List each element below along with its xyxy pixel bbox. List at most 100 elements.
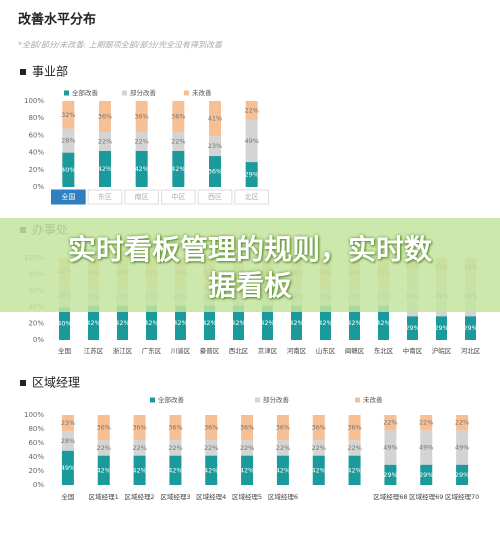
value-label: 36% — [97, 424, 111, 432]
value-label: 42% — [97, 466, 111, 474]
category-button[interactable] — [87, 189, 123, 205]
bar-segment — [384, 464, 397, 485]
value-label: 29% — [455, 471, 469, 479]
value-label: 49% — [383, 444, 397, 452]
value-label: 42% — [144, 319, 158, 327]
bar-segment — [245, 101, 258, 120]
bar-segment — [172, 101, 185, 132]
bar-segment — [175, 305, 186, 340]
bar-segment — [59, 307, 70, 340]
x-tick-label: 区域经理4 — [196, 492, 226, 501]
value-label: 42% — [98, 165, 112, 173]
value-label: 22% — [134, 137, 148, 145]
bar-segment — [62, 152, 75, 187]
value-label: 49% — [244, 137, 258, 145]
bar-segment — [312, 455, 325, 485]
category-button[interactable] — [197, 189, 233, 205]
bar-segment — [61, 450, 74, 485]
bar-segment — [99, 101, 111, 132]
bar-segment — [61, 431, 74, 451]
y-tick-label: 0% — [33, 183, 44, 191]
banner-text: 实时看板管理的规则，实时数据看板 — [67, 233, 432, 302]
category-button[interactable] — [124, 189, 160, 205]
bar-segment — [209, 101, 221, 137]
value-label: 36% — [312, 424, 326, 432]
category-label[interactable]: 北区 — [245, 193, 259, 201]
legend-swatch — [355, 397, 360, 403]
bar-segment — [456, 430, 469, 465]
value-label: 22% — [455, 419, 469, 427]
value-label: 29% — [463, 324, 477, 332]
bar-segment — [133, 440, 146, 456]
bar-segment — [117, 305, 128, 340]
legend-swatch — [150, 397, 155, 403]
bar-segment — [133, 455, 146, 485]
value-label: 36% — [134, 112, 148, 120]
value-label: 22% — [204, 444, 218, 452]
category-label[interactable]: 中区 — [171, 192, 185, 201]
value-label: 22% — [132, 444, 146, 452]
value-label: 22% — [168, 444, 182, 452]
y-tick-label: 100% — [24, 97, 44, 105]
value-label: 42% — [168, 466, 182, 474]
bar-segment — [320, 305, 331, 340]
value-label: 23% — [208, 142, 222, 150]
bar-segment — [241, 415, 254, 441]
value-label: 49% — [455, 444, 469, 452]
legend-swatch — [184, 90, 189, 96]
bar-segment — [146, 305, 157, 340]
y-tick-label: 20% — [28, 166, 44, 174]
value-label: 42% — [231, 319, 245, 327]
y-tick-label: 0% — [33, 481, 44, 489]
bar-segment — [312, 440, 325, 456]
category-label[interactable]: 西区 — [208, 193, 222, 201]
value-label: 42% — [202, 319, 216, 327]
legend-label: 未改善 — [363, 395, 383, 404]
value-label: 22% — [240, 444, 254, 452]
bar-segment — [291, 305, 302, 340]
y-tick-label: 0% — [33, 336, 44, 344]
section-marker — [20, 380, 26, 386]
x-tick-label: 西北区 — [229, 347, 249, 355]
bar-segment — [349, 305, 360, 340]
x-tick-label: 广东区 — [142, 346, 162, 355]
value-label: 42% — [132, 466, 146, 474]
category-button[interactable] — [161, 189, 196, 205]
x-tick-label: 全国 — [61, 492, 74, 501]
category-button[interactable] — [234, 189, 269, 205]
x-tick-label: 区域经理6 — [268, 492, 298, 501]
value-label: 49% — [419, 444, 433, 452]
bar-segment — [135, 101, 148, 132]
value-label: 23% — [61, 419, 75, 427]
bar-segment — [348, 455, 361, 485]
bar-segment — [420, 430, 433, 465]
bar-segment — [135, 150, 148, 187]
bar-segment — [276, 440, 289, 456]
x-tick-label: 河北区 — [461, 347, 481, 355]
value-label: 36% — [132, 424, 146, 432]
legend-label: 部分改善 — [263, 395, 290, 404]
value-label: 36% — [204, 424, 218, 432]
value-label: 42% — [115, 319, 129, 327]
category-label[interactable]: 东区 — [98, 192, 112, 201]
value-label: 42% — [173, 319, 187, 327]
category-label[interactable]: 南区 — [135, 192, 149, 201]
bar-segment — [384, 415, 397, 431]
x-tick-label: 区域经理3 — [160, 492, 190, 501]
bar-segment — [205, 455, 218, 485]
x-tick-label: 河南区 — [287, 346, 307, 355]
bar-segment — [420, 464, 433, 485]
y-tick-label: 40% — [28, 149, 44, 157]
legend-label: 全部改善 — [158, 395, 185, 404]
page-title: 改善水平分布 — [18, 12, 96, 28]
value-label: 22% — [244, 106, 258, 114]
bar-segment — [384, 430, 397, 465]
bar-segment — [209, 136, 221, 157]
category-label[interactable]: 全国 — [61, 192, 75, 201]
x-tick-label: 豪晋区 — [200, 346, 220, 355]
bar-segment — [407, 316, 418, 340]
legend-label: 全部改善 — [72, 88, 99, 97]
category-button[interactable] — [51, 189, 86, 205]
value-label: 42% — [276, 466, 290, 474]
x-tick-label: 区域经理5 — [232, 492, 262, 501]
